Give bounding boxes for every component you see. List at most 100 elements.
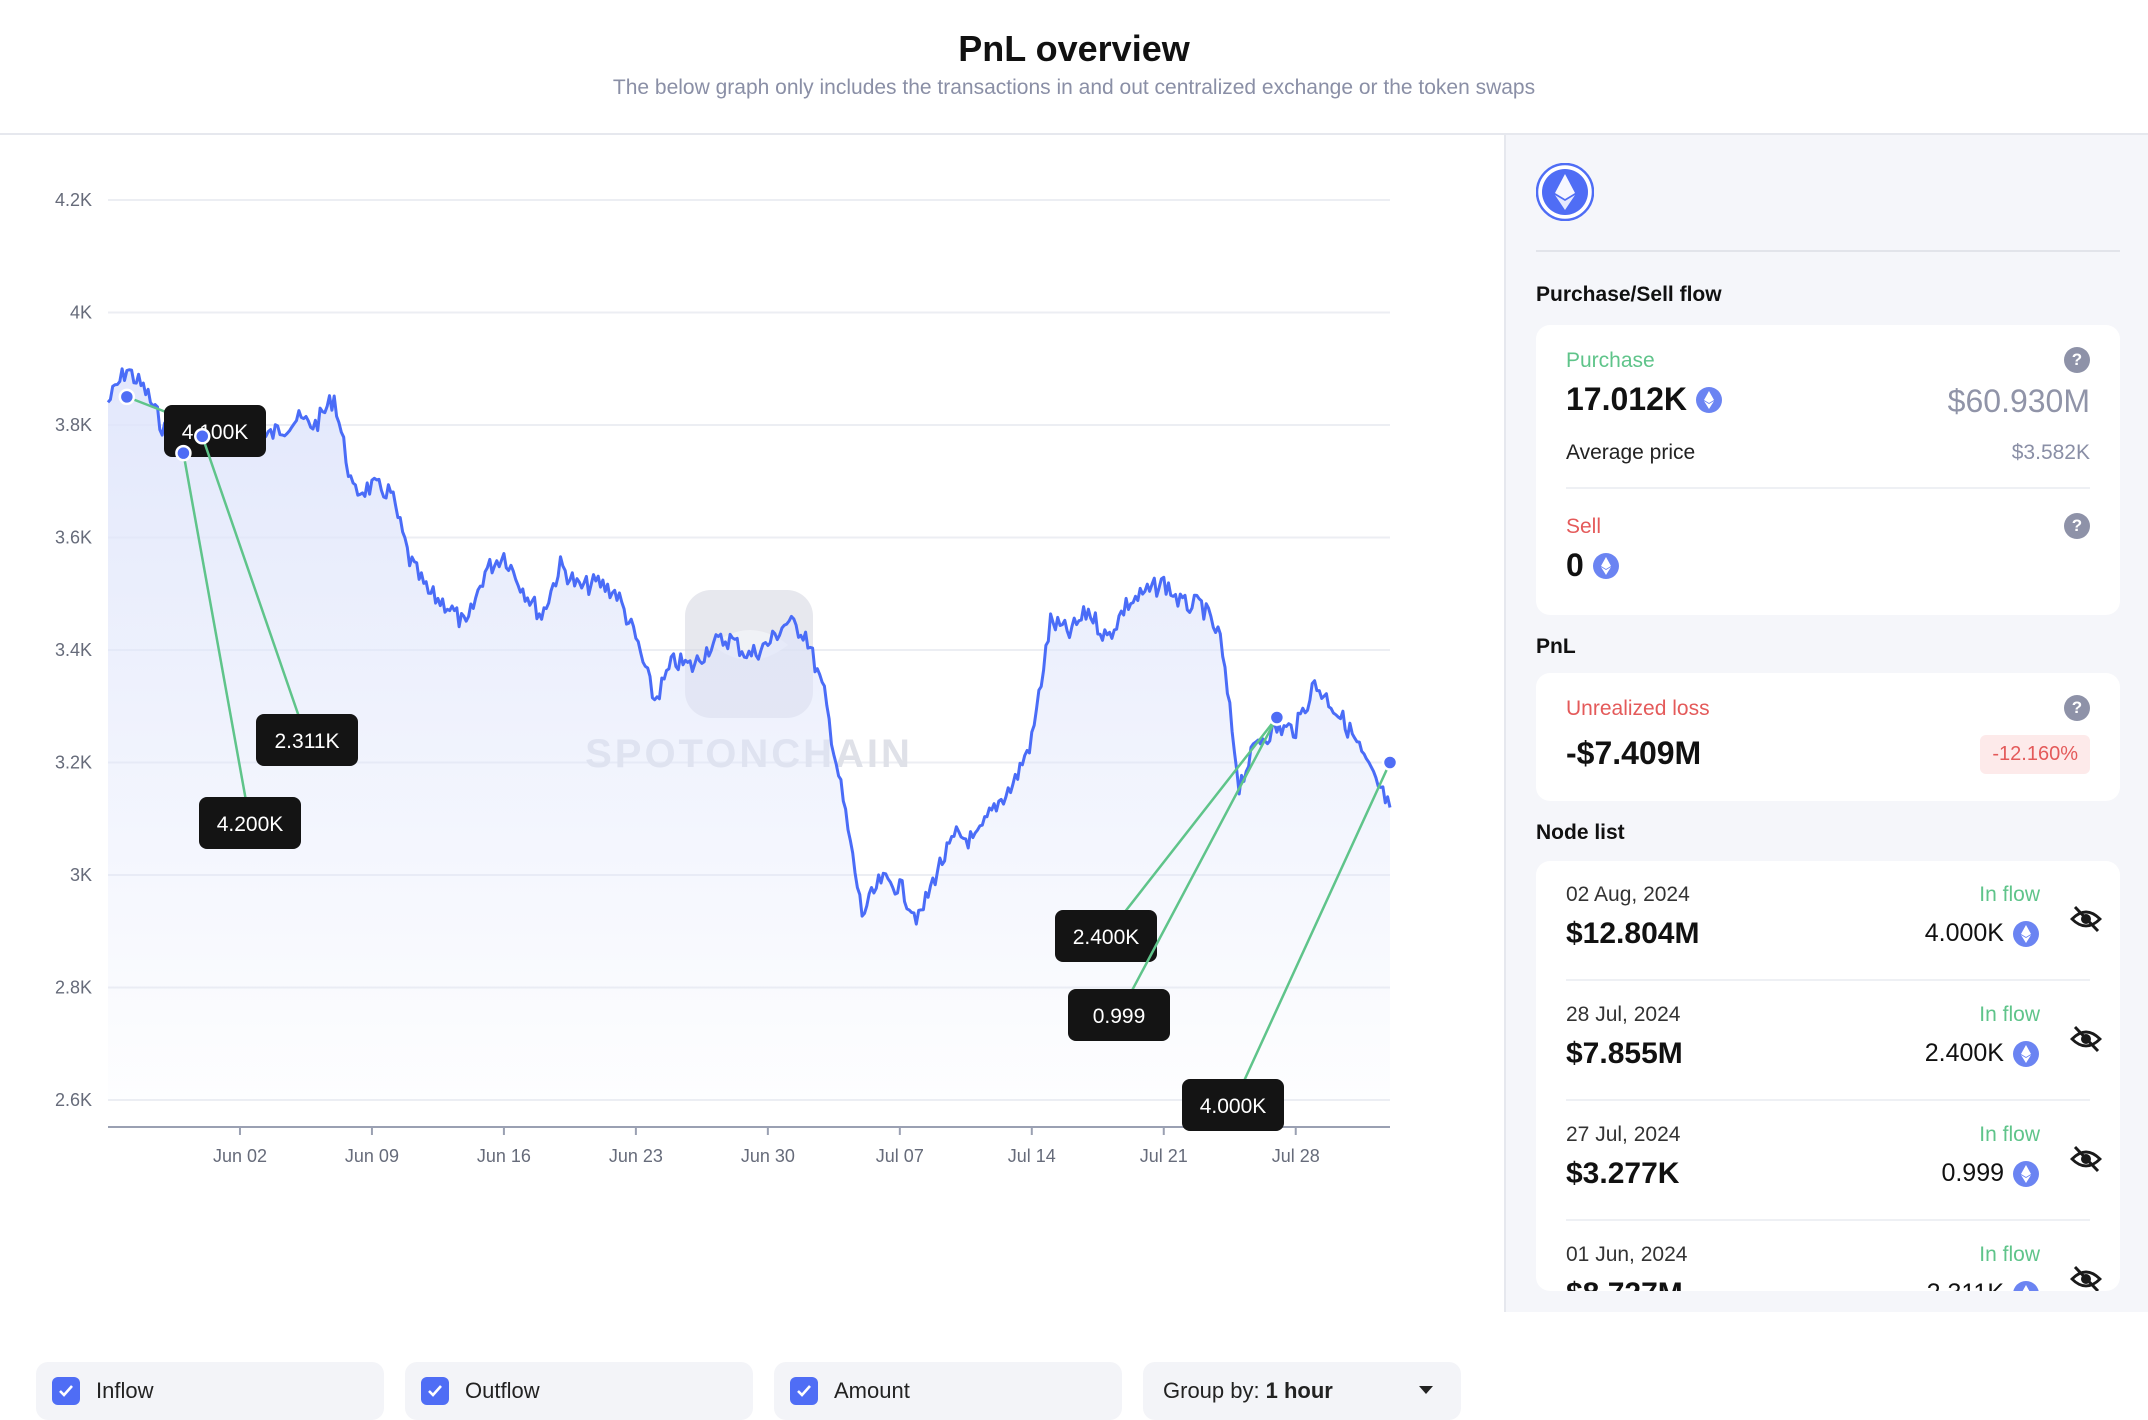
price-series-line <box>106 367 1392 926</box>
x-tick-label: Jun 30 <box>741 1146 795 1166</box>
node-usd-value: $3.277K <box>1566 1157 1680 1190</box>
amount-label: Amount <box>834 1378 910 1403</box>
y-tick-label: 4.2K <box>55 190 92 210</box>
y-tick-label: 3.2K <box>55 753 92 773</box>
pnl-line-chart[interactable]: SPOTONCHAIN 2.6K2.8K3K3.2K3.4K3.6K3.8K4K… <box>0 135 1504 1225</box>
hide-eye-icon[interactable] <box>2070 905 2102 933</box>
callout-box <box>164 405 266 457</box>
eth-icon <box>2013 1040 2039 1067</box>
pnl-card: Unrealized loss ? -$7.409M -12.160% <box>1536 673 2120 801</box>
node-quantity-value: 4.000K <box>1924 919 2004 947</box>
x-tick-label: Jul 14 <box>1008 1146 1056 1166</box>
callout-label: 4.100K <box>182 421 249 444</box>
group-by-select[interactable]: Group by: 1 hour <box>1143 1362 1461 1420</box>
node-usd-value: $8.727M <box>1566 1277 1683 1291</box>
node-list-item[interactable]: 28 Jul, 2024 $7.855M In flow 2.400K <box>1536 981 2120 1101</box>
purchase-sell-card: Purchase ? 17.012K $60.930M Average pric… <box>1536 325 2120 615</box>
inflow-toggle[interactable]: Inflow <box>36 1362 384 1420</box>
x-tick-label: Jul 21 <box>1140 1146 1188 1166</box>
group-by-prefix: Group by: <box>1163 1378 1260 1403</box>
node-flow-type: In flow <box>1979 1243 2040 1266</box>
eth-icon <box>2013 920 2039 947</box>
checkbox-checked-icon[interactable] <box>421 1377 449 1405</box>
y-tick-label: 3.4K <box>55 640 92 660</box>
node-quantity-value: 2.400K <box>1924 1039 2004 1067</box>
node-flow-type: In flow <box>1979 1123 2040 1146</box>
chart-panel: SPOTONCHAIN 2.6K2.8K3K3.2K3.4K3.6K3.8K4K… <box>0 135 1504 1420</box>
hide-eye-icon[interactable] <box>2070 1145 2102 1173</box>
x-tick-label: Jun 16 <box>477 1146 531 1166</box>
loss-percent-badge: -12.160% <box>1980 735 2090 774</box>
node-date: 28 Jul, 2024 <box>1566 1003 1681 1026</box>
amount-toggle[interactable]: Amount <box>774 1362 1122 1420</box>
divider <box>1566 487 2090 489</box>
x-tick-label: Jul 28 <box>1272 1146 1320 1166</box>
node-quantity-value: 0.999 <box>1941 1159 2004 1187</box>
pnl-title: PnL <box>1536 635 1576 658</box>
callout-connector <box>201 435 309 741</box>
purchase-label: Purchase <box>1566 349 1655 372</box>
callout-box <box>1068 989 1170 1041</box>
callout-label: 2.400K <box>1073 926 1140 949</box>
divider <box>1536 250 2120 252</box>
y-tick-label: 2.6K <box>55 1090 92 1110</box>
node-flow-type: In flow <box>1979 1003 2040 1026</box>
x-tick-label: Jun 23 <box>609 1146 663 1166</box>
checkbox-checked-icon[interactable] <box>52 1377 80 1405</box>
node-quantity-value: 2.311K <box>1927 1279 2004 1291</box>
callout-connector <box>182 452 252 824</box>
callout-connector <box>1117 716 1278 1016</box>
node-marker <box>1268 709 1286 726</box>
hide-eye-icon[interactable] <box>2070 1025 2102 1053</box>
node-list[interactable]: 02 Aug, 2024 $12.804M In flow 4.000K 28 Jul,… <box>1536 861 2120 1291</box>
outflow-toggle[interactable]: Outflow <box>405 1362 753 1420</box>
x-tick-label: Jun 09 <box>345 1146 399 1166</box>
purchase-usd: $60.930M <box>1947 383 2090 419</box>
node-list-item[interactable]: 02 Aug, 2024 $12.804M In flow 4.000K <box>1536 861 2120 981</box>
inflow-label: Inflow <box>96 1378 154 1403</box>
page-header: PnL overview The below graph only includ… <box>0 0 2148 135</box>
callout-label: 4.000K <box>1200 1095 1267 1118</box>
node-quantity: 2.400K <box>1925 1039 2040 1068</box>
sidebar: Purchase/Sell flow Purchase ? 17.012K $6… <box>1504 135 2148 1312</box>
node-list-item[interactable]: 01 Jun, 2024 $8.727M In flow 2.311K <box>1536 1221 2120 1291</box>
unrealized-loss-label: Unrealized loss <box>1566 697 1710 720</box>
node-flow-type: In flow <box>1979 883 2040 906</box>
unrealized-loss-value: -$7.409M <box>1566 735 1702 771</box>
node-usd-value: $7.855M <box>1566 1037 1683 1070</box>
x-tick-label: Jul 07 <box>876 1146 924 1166</box>
node-quantity: 2.311K <box>1927 1279 2040 1291</box>
node-marker <box>118 388 136 406</box>
callout-label: 2.311K <box>275 730 340 753</box>
callout-label: 0.999 <box>1093 1005 1146 1028</box>
node-marker <box>175 444 192 462</box>
help-icon[interactable]: ? <box>2064 513 2090 539</box>
hide-eye-icon[interactable] <box>2070 1265 2102 1291</box>
node-list-title: Node list <box>1536 821 1625 844</box>
purchase-sell-title: Purchase/Sell flow <box>1536 283 1722 306</box>
help-icon[interactable]: ? <box>2064 695 2090 721</box>
x-tick-label: Jun 02 <box>213 1146 267 1166</box>
average-price-label: Average price <box>1566 441 1696 464</box>
eth-icon <box>1695 386 1722 413</box>
node-quantity: 0.999 <box>1941 1159 2040 1188</box>
outflow-label: Outflow <box>465 1378 540 1403</box>
callout-box <box>1182 1079 1284 1131</box>
node-marker <box>194 428 211 445</box>
sell-amount: 0 <box>1566 547 1584 583</box>
node-marker <box>1381 754 1399 771</box>
eth-icon <box>1592 552 1619 579</box>
node-date: 02 Aug, 2024 <box>1566 883 1690 906</box>
help-icon[interactable]: ? <box>2064 347 2090 373</box>
node-list-item[interactable]: 27 Jul, 2024 $3.277K In flow 0.999 <box>1536 1101 2120 1221</box>
y-tick-label: 3.6K <box>55 528 92 548</box>
callout-box <box>199 797 301 849</box>
eth-icon <box>2013 1280 2039 1291</box>
average-price-value: $3.582K <box>2011 441 2090 464</box>
callout-box <box>256 714 358 766</box>
divider <box>1566 1099 2090 1101</box>
y-tick-label: 2.8K <box>55 978 92 998</box>
caret-down-icon <box>1419 1386 1433 1394</box>
group-by-value: 1 hour <box>1265 1378 1333 1403</box>
checkbox-checked-icon[interactable] <box>790 1377 818 1405</box>
